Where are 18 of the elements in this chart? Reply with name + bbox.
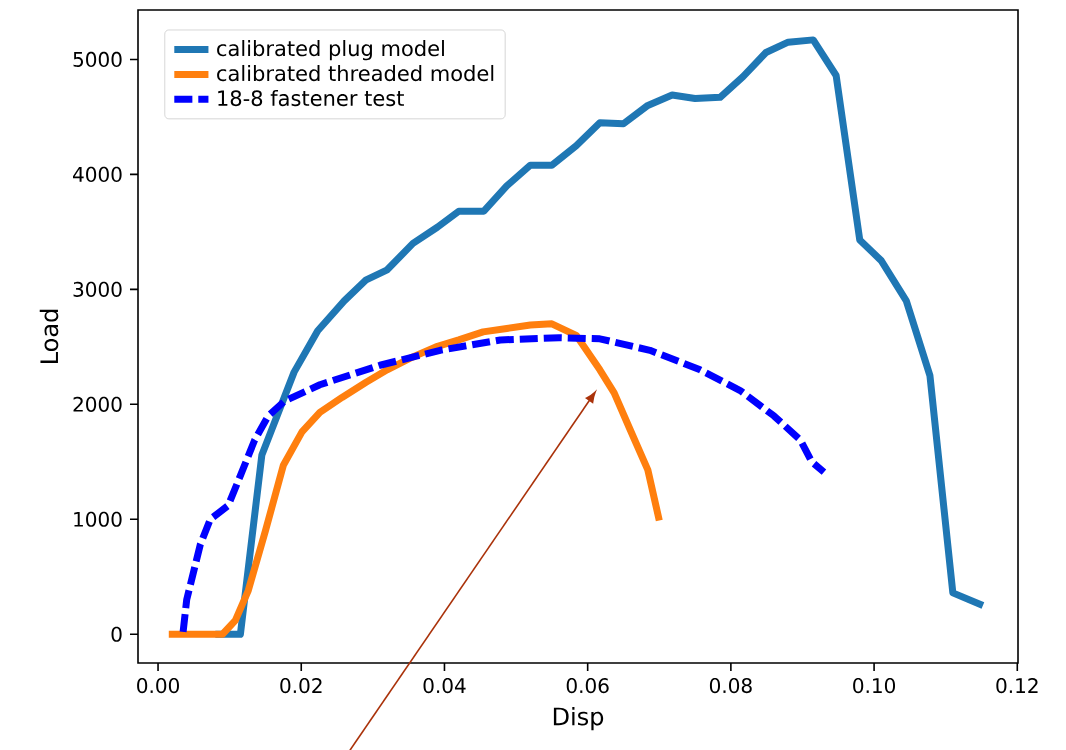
y-tick-label: 3000: [73, 281, 122, 297]
x-tick-label: 0.08: [709, 678, 752, 694]
x-tick-label: 0.04: [423, 678, 466, 694]
x-axis-title: Disp: [553, 706, 604, 731]
y-tick-label: 4000: [73, 166, 122, 182]
legend-label: calibrated threaded model: [217, 64, 494, 82]
x-tick-label: 0.12: [996, 678, 1038, 694]
x-tick-label: 0.10: [853, 678, 896, 694]
x-tick-label: 0.06: [566, 678, 609, 694]
y-tick-label: 5000: [73, 51, 122, 67]
y-tick-label: 0: [111, 626, 122, 642]
legend-label: 18-8 fastener test: [218, 89, 404, 107]
y-axis-title: Load: [39, 309, 59, 363]
y-tick-label: 2000: [73, 396, 122, 412]
y-tick-label: 1000: [74, 511, 122, 527]
legend-label: calibrated plug model: [217, 40, 444, 61]
x-tick-label: 0.02: [280, 678, 322, 694]
x-tick-label: 0.00: [137, 678, 179, 694]
